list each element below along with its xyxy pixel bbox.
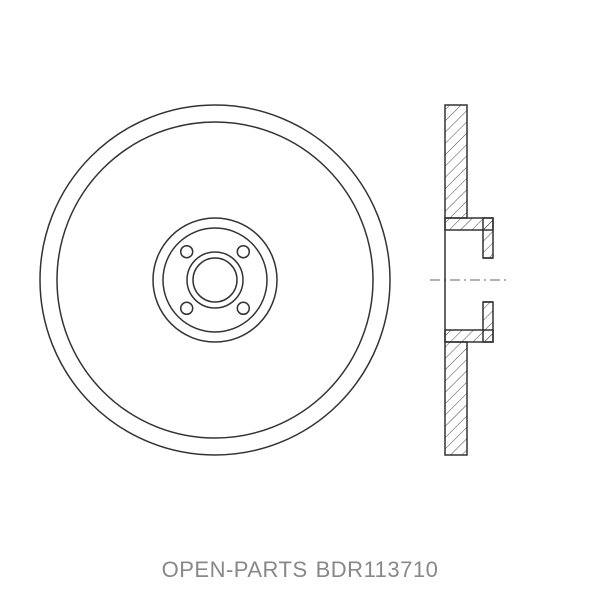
part-number: BDR113710 [316,557,439,583]
brake-disc-svg [0,0,600,550]
brand-name: OPEN-PARTS [162,557,308,583]
product-diagram-card: OPEN-PARTS BDR113710 [0,0,600,600]
front-view [40,105,390,455]
product-label: OPEN-PARTS BDR113710 [0,540,600,600]
brake-disc-diagram [0,0,600,550]
side-section-view [430,105,510,455]
